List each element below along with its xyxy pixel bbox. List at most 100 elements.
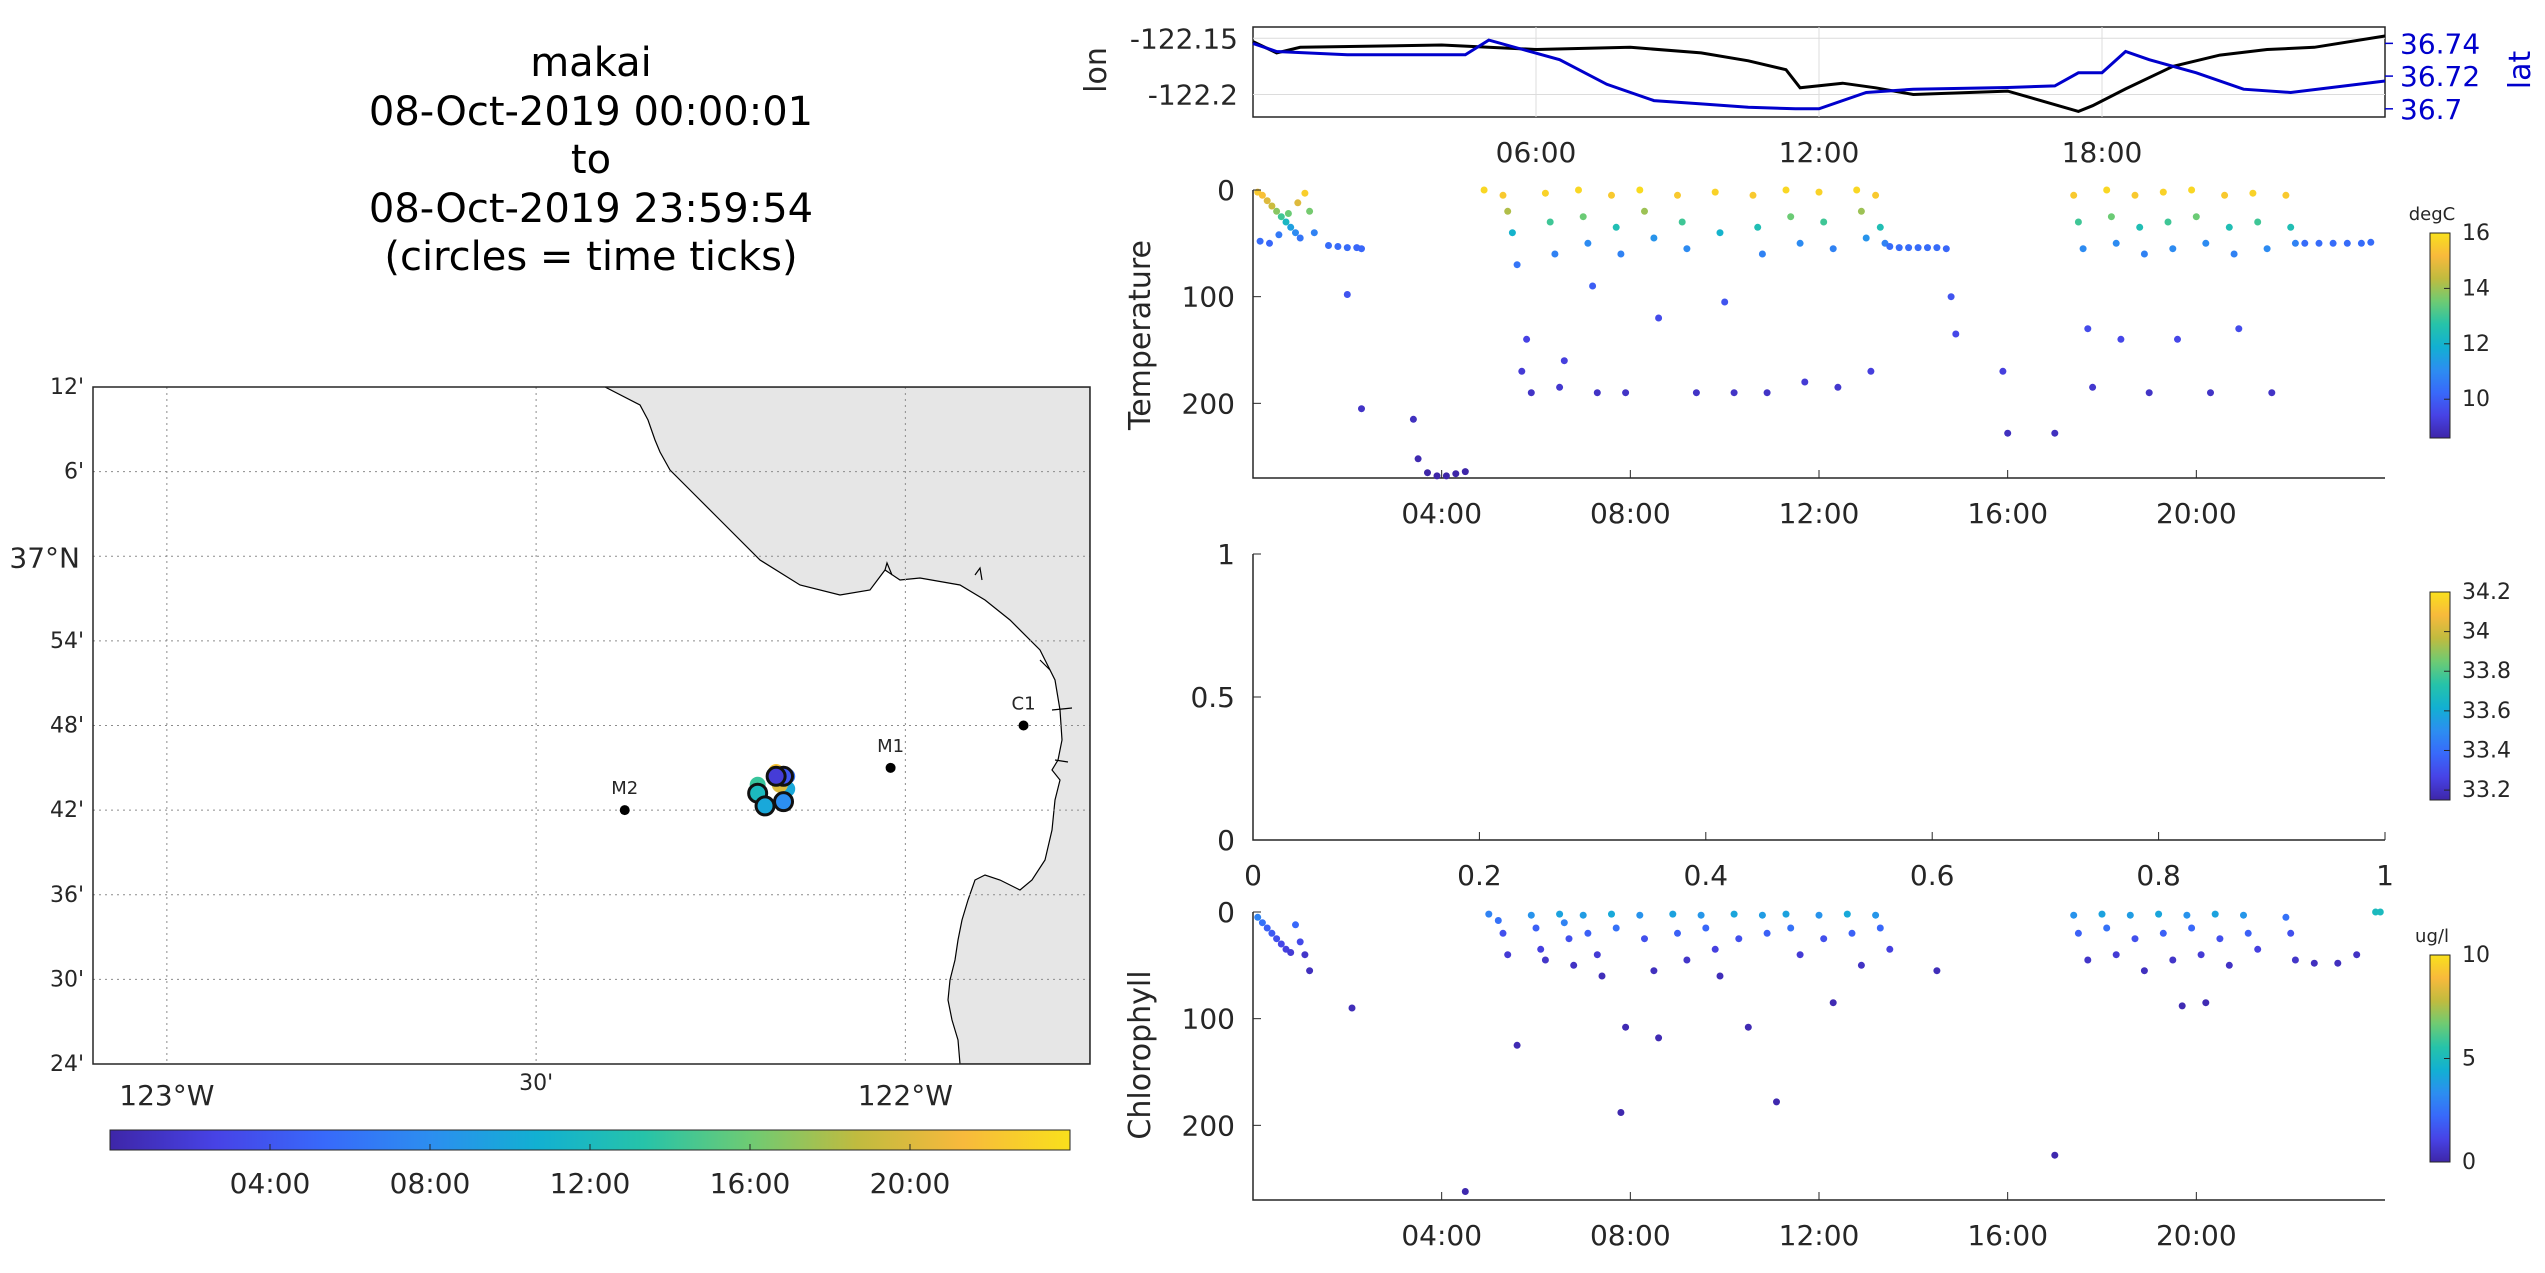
temperature-point xyxy=(1310,229,1318,237)
chlorophyll-point xyxy=(1277,940,1285,948)
map-panel: C1 M1 M2 12' 6' 37°N 54' 48' 42' 36' 30' 24' 123°W… xyxy=(9,375,1091,1112)
temperature-point xyxy=(1730,389,1738,397)
chlorophyll-point xyxy=(1499,929,1507,937)
temperature-y-tick-label: 200 xyxy=(1182,387,1235,420)
station-label: M1 xyxy=(877,736,904,757)
chlorophyll-point xyxy=(1584,929,1592,937)
temperature-point xyxy=(2268,389,2276,397)
temperature-point xyxy=(1433,472,1441,480)
chlorophyll-point xyxy=(1537,945,1545,953)
salinity-ticks: 0 0.2 0.4 0.6 0.8 1 1 0.5 0 xyxy=(1190,538,2393,892)
temperature-point xyxy=(1551,250,1559,258)
chlorophyll-y-tick-label: 0 xyxy=(1217,896,1235,929)
chlorophyll-point xyxy=(2353,951,2361,959)
chlorophyll-point xyxy=(1711,945,1719,953)
chlorophyll-point xyxy=(2216,935,2224,943)
temperature-point xyxy=(1947,293,1955,301)
temperature-point xyxy=(1933,244,1941,252)
station-marker xyxy=(885,762,896,773)
lonlat-ticks: 06:00 12:00 18:00 -122.15 -122.2 36.7436.7236… xyxy=(1130,22,2480,169)
chlorophyll-point xyxy=(1702,924,1710,932)
chlorophyll-point xyxy=(2051,1151,2059,1159)
title-line-2: 08-Oct-2019 00:00:01 xyxy=(369,89,813,135)
temperature-point xyxy=(2221,191,2229,199)
temperature-point xyxy=(1829,245,1837,253)
temperature-point xyxy=(1504,207,1512,215)
temperature-point xyxy=(1266,239,1273,247)
lonlat-x-tick-label: 06:00 xyxy=(1496,136,1577,169)
chlorophyll-point xyxy=(1796,951,1804,959)
chlorophyll-point xyxy=(2240,911,2247,919)
chlorophyll-point xyxy=(1716,972,1724,980)
temperature-point xyxy=(1560,357,1568,365)
chlorophyll-point xyxy=(2126,911,2134,919)
map-lat-tick-label: 12' xyxy=(50,375,84,400)
chlorophyll-point xyxy=(1254,913,1262,921)
temperature-point xyxy=(1862,234,1870,242)
temperature-colorbar-tick-label: 16 xyxy=(2462,221,2490,246)
station-label: C1 xyxy=(1012,694,1036,715)
temperature-point xyxy=(1886,243,1894,250)
time-tick-circle xyxy=(754,795,776,817)
salinity-colorbar-tick-label: 34 xyxy=(2462,620,2490,645)
salinity-x-tick-label: 0.4 xyxy=(1684,859,1729,892)
temperature-point xyxy=(2192,213,2200,221)
temperature-point xyxy=(1782,186,1790,194)
temperature-point xyxy=(1692,389,1700,397)
title-line-4: 08-Oct-2019 23:59:54 xyxy=(369,186,813,232)
temperature-point xyxy=(1424,469,1431,477)
chlorophyll-point xyxy=(2140,967,2148,975)
chlorophyll-point xyxy=(1872,911,1880,919)
temperature-point xyxy=(2357,239,2365,247)
chlorophyll-point xyxy=(1787,924,1795,932)
lon-series-line xyxy=(1252,34,2386,113)
temperature-point xyxy=(2145,389,2153,397)
chlorophyll-colorbar-label: ug/l xyxy=(2415,926,2449,947)
temperature-point xyxy=(1796,239,1804,247)
chlorophyll-point xyxy=(2211,910,2219,918)
temperature-point xyxy=(2230,250,2238,258)
chlorophyll-point xyxy=(1697,911,1705,919)
temperature-ticks: 04:00 08:00 12:00 16:00 20:00 0 100 200 xyxy=(1182,174,2237,530)
temperature-point xyxy=(1275,231,1283,239)
salinity-x-tick-label: 0.2 xyxy=(1457,859,1502,892)
temperature-point xyxy=(1721,298,1729,306)
temperature-point xyxy=(2235,325,2243,333)
chlorophyll-point xyxy=(1829,999,1837,1007)
chlorophyll-point xyxy=(2074,929,2082,937)
temperature-point xyxy=(1716,229,1724,237)
temperature-point xyxy=(2164,218,2172,226)
lat-tick-label: 36.7 xyxy=(2400,93,2462,126)
temperature-point xyxy=(2263,245,2271,253)
temperature-point xyxy=(1593,389,1601,397)
chlorophyll-point xyxy=(1886,945,1894,953)
chlorophyll-points xyxy=(1254,908,2384,1195)
chlorophyll-colorbar-tick-label: 5 xyxy=(2462,1047,2476,1072)
chlorophyll-point xyxy=(2103,924,2111,932)
chlorophyll-point xyxy=(1820,935,1828,943)
temperature-point xyxy=(1325,242,1332,249)
chlorophyll-point xyxy=(1758,911,1766,919)
lon-tick-label: -122.2 xyxy=(1148,79,1238,112)
temperature-point xyxy=(2140,250,2148,258)
chlorophyll-point xyxy=(1763,929,1771,937)
salinity-panel: 0 0.2 0.4 0.6 0.8 1 1 0.5 0 34.2 34 33.8 33.6 33.4 33… xyxy=(1190,538,2511,892)
chlorophyll-x-tick-label: 04:00 xyxy=(1401,1219,1482,1252)
temperature-point xyxy=(1678,218,1686,226)
temperature-point xyxy=(1867,367,1875,375)
temperature-point xyxy=(2291,239,2299,247)
temperature-point xyxy=(1924,244,1931,252)
temperature-point xyxy=(1575,186,1582,194)
chlorophyll-point xyxy=(1593,951,1601,959)
temperature-point xyxy=(2249,189,2257,197)
chlorophyll-point xyxy=(1565,935,1573,943)
chlorophyll-point xyxy=(1735,935,1743,943)
lonlat-x-tick-label: 18:00 xyxy=(2062,136,2143,169)
lat-tick-label: 36.72 xyxy=(2400,60,2480,93)
chlorophyll-point xyxy=(1848,929,1856,937)
chlorophyll-point xyxy=(1263,924,1271,932)
temperature-point xyxy=(1258,191,1266,199)
chlorophyll-point xyxy=(1287,949,1295,956)
chlorophyll-point xyxy=(2159,929,2167,937)
temperature-point xyxy=(1820,218,1828,226)
